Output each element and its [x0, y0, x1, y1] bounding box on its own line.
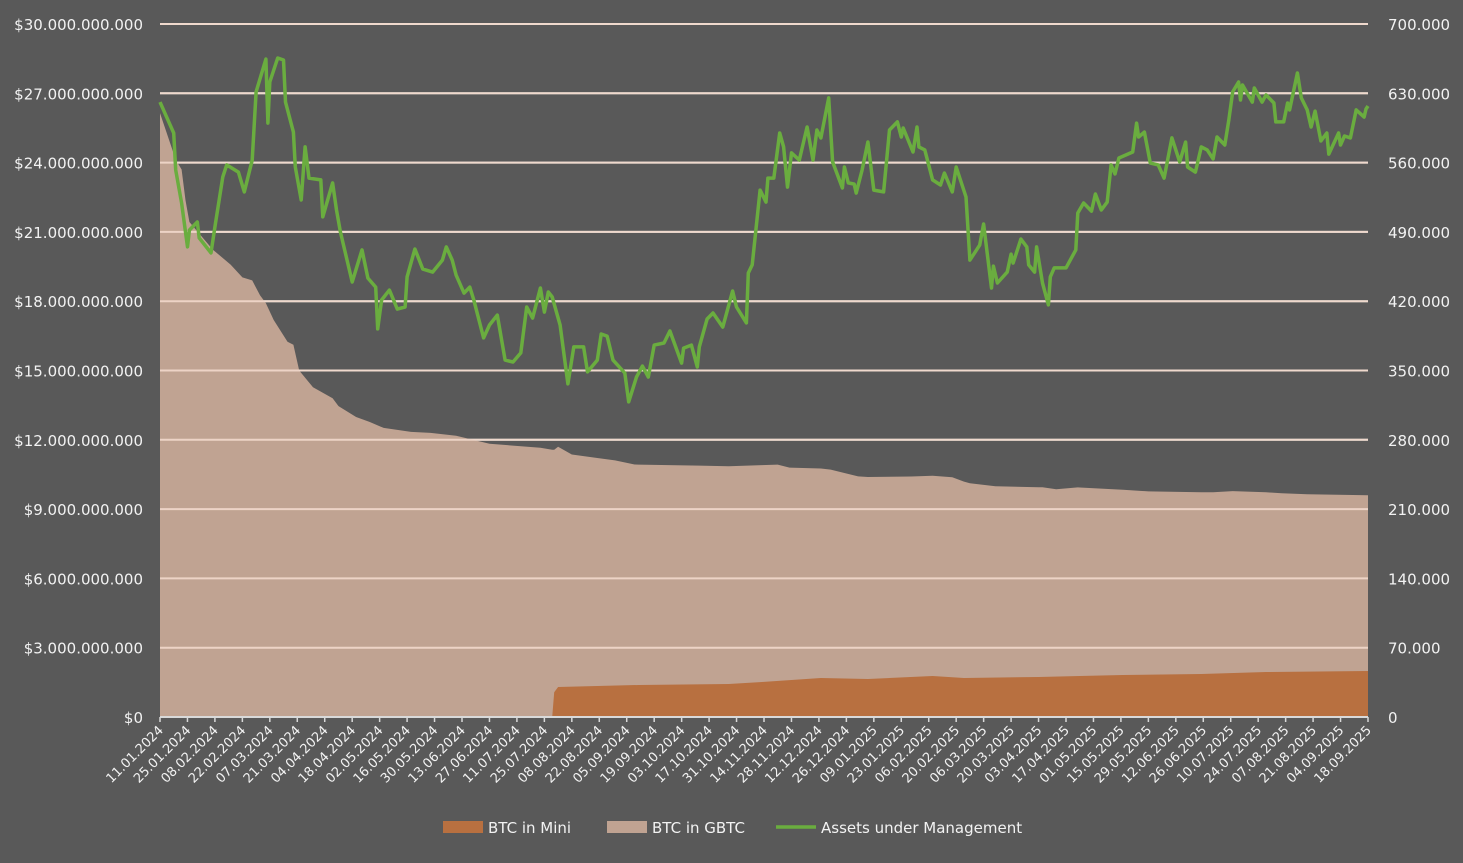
legend: BTC in Mini BTC in GBTC Assets under Man…	[443, 819, 1022, 837]
y-left-tick-label: $24.000.000.000	[14, 155, 143, 173]
y-right-tick-label: 140.000	[1388, 570, 1450, 588]
y-left-tick-label: $18.000.000.000	[14, 293, 143, 311]
y-left-tick-label: $3.000.000.000	[24, 640, 143, 658]
legend-swatch-gbtc	[607, 821, 647, 833]
y-right-tick-label: 350.000	[1388, 363, 1450, 381]
legend-label-aum: Assets under Management	[821, 819, 1022, 837]
y-right-tick-label: 420.000	[1388, 293, 1450, 311]
y-left-tick-label: $21.000.000.000	[14, 224, 143, 242]
y-right-tick-label: 210.000	[1388, 501, 1450, 519]
y-right-tick-label: 70.000	[1388, 640, 1441, 658]
y-right-tick-label: 560.000	[1388, 155, 1450, 173]
y-right-tick-label: 280.000	[1388, 432, 1450, 450]
y-right-tick-label: 0	[1388, 709, 1398, 727]
y-left-tick-label: $30.000.000.000	[14, 16, 143, 34]
y-left-tick-label: $0	[124, 709, 143, 727]
y-left-tick-label: $6.000.000.000	[24, 570, 143, 588]
y-left-tick-label: $15.000.000.000	[14, 363, 143, 381]
y-right-tick-label: 630.000	[1388, 85, 1450, 103]
legend-label-mini: BTC in Mini	[488, 819, 571, 837]
y-left-tick-label: $12.000.000.000	[14, 432, 143, 450]
legend-swatch-mini	[443, 821, 483, 833]
y-left-tick-label: $27.000.000.000	[14, 85, 143, 103]
legend-label-gbtc: BTC in GBTC	[652, 819, 745, 837]
y-right-tick-label: 490.000	[1388, 224, 1450, 242]
y-left-tick-label: $9.000.000.000	[24, 501, 143, 519]
y-right-tick-label: 700.000	[1388, 16, 1450, 34]
